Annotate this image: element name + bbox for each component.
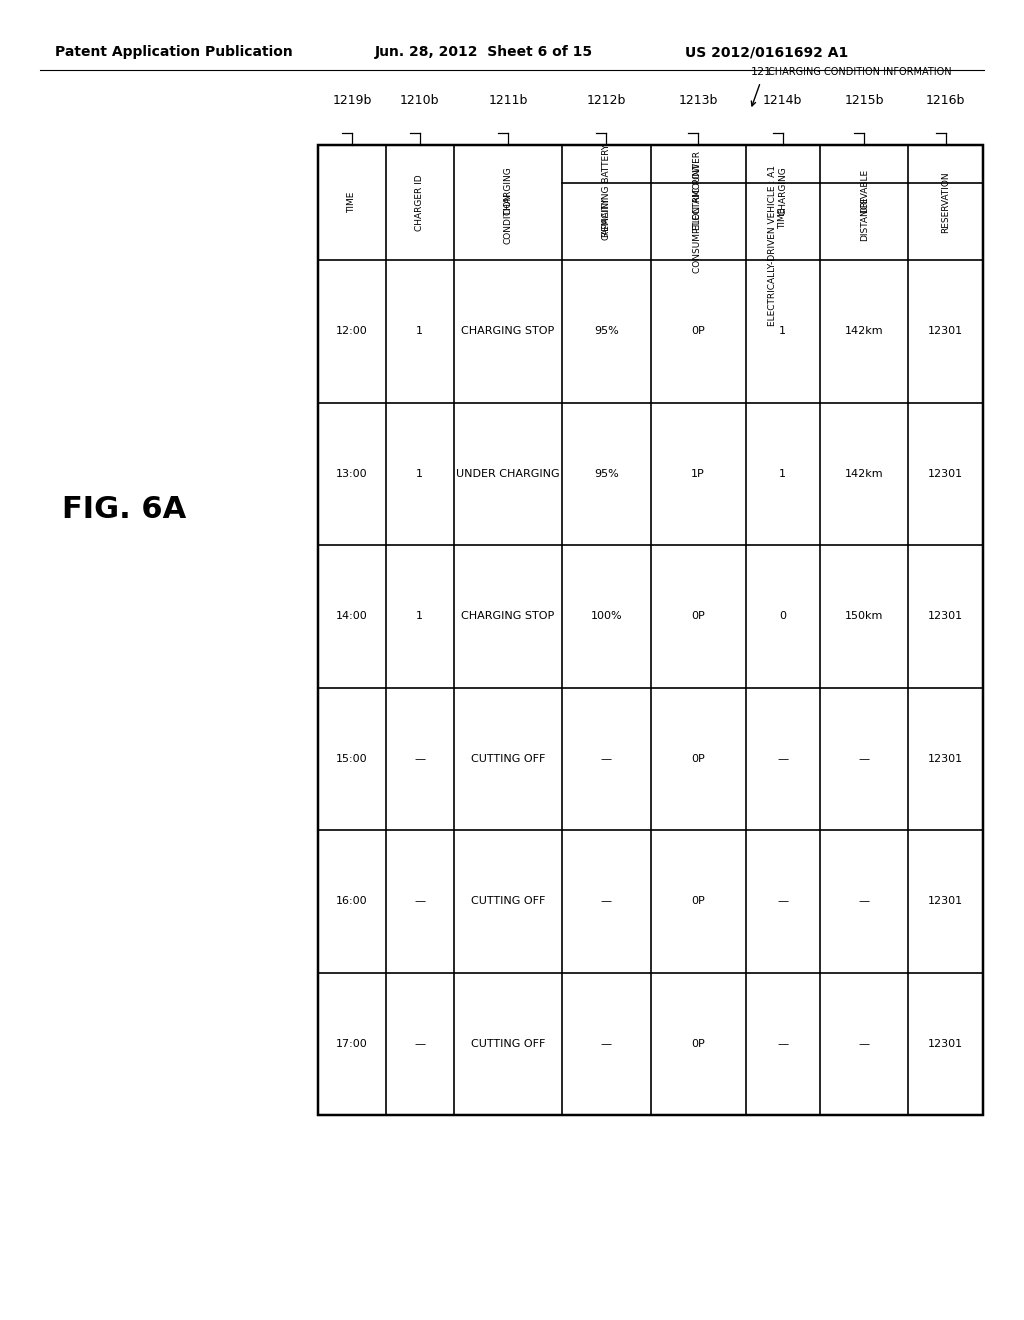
Text: 100%: 100% xyxy=(591,611,623,622)
Text: 0P: 0P xyxy=(691,896,705,907)
Text: CONSUMPTION AMOUNT: CONSUMPTION AMOUNT xyxy=(693,164,702,273)
Text: 1: 1 xyxy=(779,469,786,479)
Text: 1216b: 1216b xyxy=(926,94,966,107)
Text: —: — xyxy=(777,1039,788,1049)
Text: CHARGING: CHARGING xyxy=(504,166,512,215)
Text: 0P: 0P xyxy=(691,754,705,764)
Text: 150km: 150km xyxy=(845,611,884,622)
Text: —: — xyxy=(859,896,869,907)
Text: 1: 1 xyxy=(779,326,786,337)
Text: 1211b: 1211b xyxy=(488,94,527,107)
Text: 12301: 12301 xyxy=(928,1039,964,1049)
Text: CHARGING CONDITION INFORMATION: CHARGING CONDITION INFORMATION xyxy=(768,67,951,77)
Text: —: — xyxy=(777,896,788,907)
Text: —: — xyxy=(601,1039,612,1049)
Text: 16:00: 16:00 xyxy=(336,896,368,907)
Text: CHARGING STOP: CHARGING STOP xyxy=(462,611,555,622)
Text: REMAINING BATTERY: REMAINING BATTERY xyxy=(602,144,611,238)
Text: 0P: 0P xyxy=(691,1039,705,1049)
Text: FIG. 6A: FIG. 6A xyxy=(62,495,186,524)
Text: 1: 1 xyxy=(417,611,423,622)
Text: 1: 1 xyxy=(417,326,423,337)
Text: US 2012/0161692 A1: US 2012/0161692 A1 xyxy=(685,45,848,59)
Text: UNDER CHARGING: UNDER CHARGING xyxy=(456,469,560,479)
Text: 13:00: 13:00 xyxy=(336,469,368,479)
Text: 15:00: 15:00 xyxy=(336,754,368,764)
Text: 1213b: 1213b xyxy=(678,94,718,107)
Text: CONDITION: CONDITION xyxy=(504,193,512,244)
Text: TIME: TIME xyxy=(778,207,787,230)
Text: RESERVATION: RESERVATION xyxy=(941,172,950,234)
Text: —: — xyxy=(415,754,425,764)
Text: 12301: 12301 xyxy=(928,754,964,764)
Text: 95%: 95% xyxy=(594,469,618,479)
Text: 1219b: 1219b xyxy=(332,94,372,107)
Text: 142km: 142km xyxy=(845,326,884,337)
Text: 12301: 12301 xyxy=(928,896,964,907)
Text: —: — xyxy=(415,896,425,907)
Text: 12:00: 12:00 xyxy=(336,326,368,337)
Text: ELECTRIC POWER: ELECTRIC POWER xyxy=(693,150,702,230)
Text: 1214b: 1214b xyxy=(763,94,803,107)
Text: 1212b: 1212b xyxy=(587,94,626,107)
Text: CAPACITY: CAPACITY xyxy=(602,197,611,240)
Text: 14:00: 14:00 xyxy=(336,611,368,622)
Text: CUTTING OFF: CUTTING OFF xyxy=(471,896,545,907)
Text: CUTTING OFF: CUTTING OFF xyxy=(471,1039,545,1049)
Text: 12301: 12301 xyxy=(928,469,964,479)
Text: —: — xyxy=(601,754,612,764)
Text: DRIVABLE: DRIVABLE xyxy=(860,169,868,213)
Text: 12301: 12301 xyxy=(928,611,964,622)
Text: Patent Application Publication: Patent Application Publication xyxy=(55,45,293,59)
Bar xyxy=(318,145,983,1115)
Text: —: — xyxy=(415,1039,425,1049)
Text: TIME: TIME xyxy=(347,191,356,214)
Text: DISTANCE: DISTANCE xyxy=(860,197,868,240)
Text: —: — xyxy=(601,896,612,907)
Text: 1210b: 1210b xyxy=(400,94,439,107)
Text: —: — xyxy=(777,754,788,764)
Text: 17:00: 17:00 xyxy=(336,1039,368,1049)
Text: CHARGING STOP: CHARGING STOP xyxy=(462,326,555,337)
Text: 0P: 0P xyxy=(691,326,705,337)
Text: 1215b: 1215b xyxy=(845,94,884,107)
Text: 121: 121 xyxy=(751,67,772,77)
Text: ELECTRICALLY-DRIVEN VEHICLE : A1: ELECTRICALLY-DRIVEN VEHICLE : A1 xyxy=(768,165,777,326)
Text: 12301: 12301 xyxy=(928,326,964,337)
Text: Jun. 28, 2012  Sheet 6 of 15: Jun. 28, 2012 Sheet 6 of 15 xyxy=(375,45,593,59)
Text: CHARGING: CHARGING xyxy=(778,166,787,215)
Text: 0: 0 xyxy=(779,611,786,622)
Text: 1P: 1P xyxy=(691,469,705,479)
Text: 95%: 95% xyxy=(594,326,618,337)
Text: 142km: 142km xyxy=(845,469,884,479)
Text: 1: 1 xyxy=(417,469,423,479)
Text: CHARGER ID: CHARGER ID xyxy=(416,174,424,231)
Text: CUTTING OFF: CUTTING OFF xyxy=(471,754,545,764)
Text: —: — xyxy=(859,754,869,764)
Text: 0P: 0P xyxy=(691,611,705,622)
Text: —: — xyxy=(859,1039,869,1049)
